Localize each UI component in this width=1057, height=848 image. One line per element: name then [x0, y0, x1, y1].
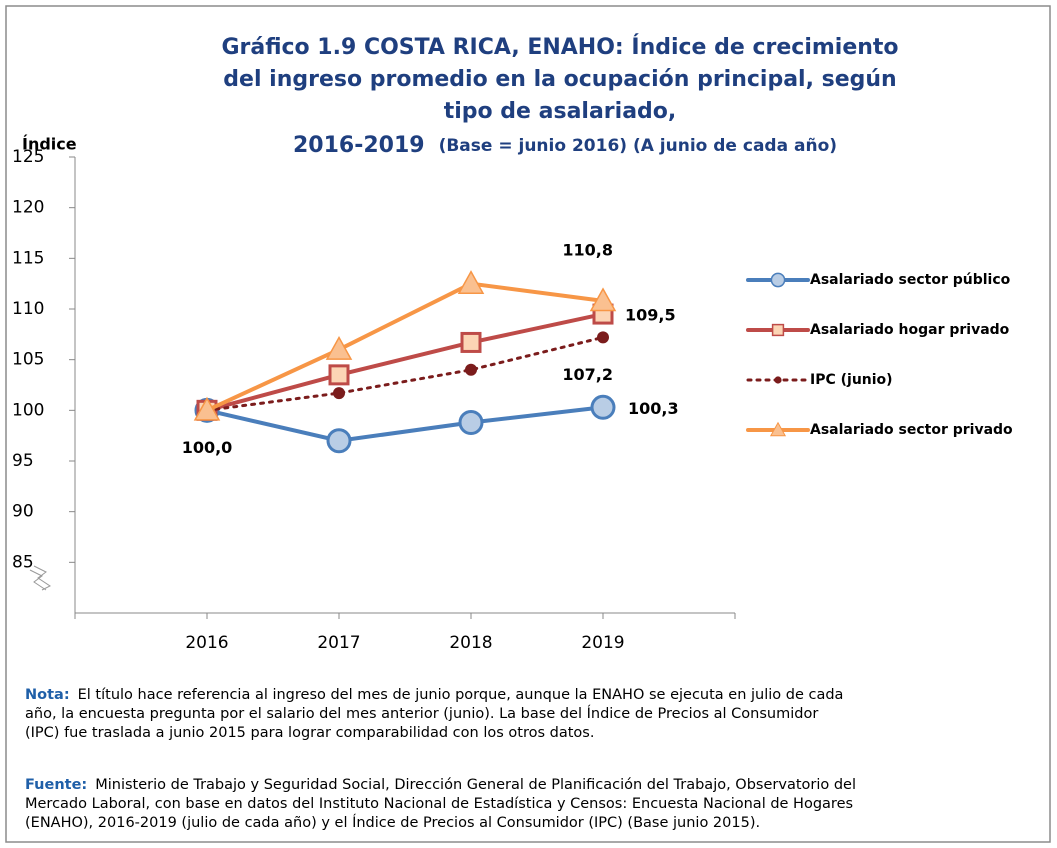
marker	[193, 396, 221, 421]
value-label: 110,8	[562, 240, 613, 259]
subtitle: (Base = junio 2016) (A junio de cada año…	[439, 136, 837, 156]
marker	[597, 331, 609, 344]
note-line: año, la encuesta pregunta por el salario…	[25, 705, 818, 722]
notes: Nota: El título hace referencia al ingres…	[25, 687, 856, 831]
y-tick-label: 105	[12, 350, 44, 370]
y-tick-label: 95	[12, 451, 34, 471]
plot: 85 90 95 100 105 110 115 120 125 2016 2017 2018 2019…	[12, 147, 1013, 653]
value-label: 107,2	[562, 365, 613, 384]
note-line: (ENAHO), 2016-2019 (julio de cada año) y…	[25, 814, 760, 831]
y-tick-label: 120	[12, 198, 44, 218]
value-label: 100,0	[182, 438, 233, 457]
note-line: Fuente: Ministerio de Trabajo y Seguridad…	[25, 777, 856, 793]
series-line	[205, 405, 605, 443]
legend-label: Asalariado hogar privado	[810, 322, 1010, 338]
y-tick-label: 85	[12, 552, 34, 572]
legend-label: Asalariado sector privado	[810, 422, 1013, 438]
x-tick-label: 2017	[317, 633, 360, 653]
series-line	[205, 281, 605, 413]
chart-title: 2016-2019 (Base = junio 2016) (A junio de…	[293, 133, 837, 158]
note-label: Nota:	[25, 687, 70, 703]
note-line: Mercado Laboral, con base en datos del I…	[25, 796, 853, 812]
y-tick-label: 90	[12, 502, 34, 522]
x-tick-label: 2016	[185, 633, 228, 653]
note-line: Nota: El título hace referencia al ingres…	[25, 687, 843, 703]
legend-label: IPC (junio)	[810, 372, 893, 388]
axis-break	[29, 569, 47, 591]
marker	[769, 421, 787, 437]
chart-title: del ingreso promedio en la ocupación pri…	[223, 67, 896, 92]
marker	[465, 363, 477, 376]
y-tick-label: 100	[12, 400, 44, 420]
note-text: año, la encuesta pregunta por el salario…	[25, 705, 818, 722]
marker	[774, 376, 782, 384]
marker	[458, 409, 484, 435]
note-line: (IPC) fue traslada a junio 2015 para log…	[25, 725, 594, 741]
note-text: (ENAHO), 2016-2019 (julio de cada año) y…	[25, 814, 760, 831]
title-years: 2016-2019	[293, 133, 425, 158]
legend-label: Asalariado sector público	[810, 272, 1011, 288]
y-tick-label: 115	[12, 248, 44, 268]
marker	[457, 270, 485, 295]
marker	[589, 287, 617, 312]
marker	[333, 387, 345, 400]
x-tick-label: 2019	[581, 633, 624, 653]
note-text: Ministerio de Trabajo y Seguridad Social…	[95, 777, 856, 793]
marker	[325, 335, 353, 360]
note-text: Mercado Laboral, con base en datos del I…	[25, 796, 853, 812]
chart-title: tipo de asalariado,	[444, 99, 677, 124]
value-label: 100,3	[628, 399, 679, 418]
note-text: El título hace referencia al ingreso del…	[78, 687, 844, 703]
note-label: Fuente:	[25, 777, 87, 793]
marker	[590, 394, 616, 420]
marker	[328, 364, 350, 386]
y-tick-label: 110	[12, 299, 44, 319]
y-tick-label: 125	[12, 147, 44, 167]
x-tick-label: 2018	[449, 633, 492, 653]
series-line	[205, 312, 605, 413]
note-text: (IPC) fue traslada a junio 2015 para log…	[25, 725, 594, 741]
frame	[5, 5, 1051, 843]
marker	[770, 272, 786, 288]
series-line	[205, 335, 605, 412]
marker	[771, 323, 785, 337]
chart-title: Gráfico 1.9 COSTA RICA, ENAHO: Índice de…	[221, 34, 898, 60]
marker	[326, 428, 352, 454]
value-label: 109,5	[625, 306, 676, 325]
marker	[460, 331, 482, 353]
y-axis-label: Índice	[22, 135, 77, 154]
axis-break	[33, 565, 51, 591]
